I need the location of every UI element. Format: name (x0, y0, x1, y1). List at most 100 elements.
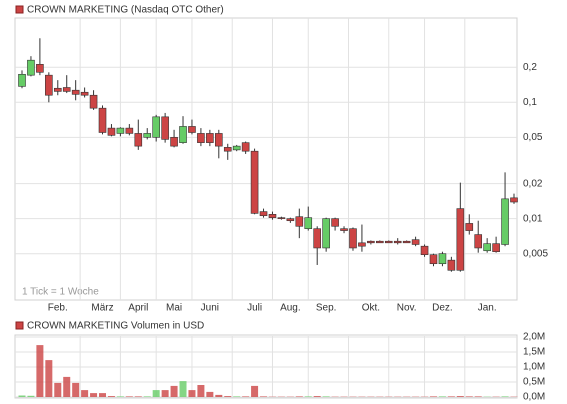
candle-body (80, 91, 89, 96)
candle-body (313, 228, 322, 249)
volume-bar (224, 396, 232, 397)
candle-body (179, 126, 187, 143)
volume-bar (474, 396, 482, 397)
x-tick-label: Juli (247, 303, 262, 314)
candle-body (510, 197, 518, 203)
volume-bar (215, 394, 223, 397)
volume-bar (134, 396, 142, 397)
volume-bar (161, 390, 169, 397)
candle-body (492, 243, 500, 253)
volume-bar (27, 395, 35, 397)
volume-bar (447, 396, 455, 397)
y-tick-label: 0,2 (523, 62, 537, 73)
x-tick-label: Okt. (362, 303, 380, 314)
candle-body (322, 218, 330, 249)
volume-bar (81, 390, 89, 397)
volume-bar (45, 360, 53, 397)
candle-body (393, 240, 402, 244)
candle-body (152, 116, 160, 138)
candle-body (215, 133, 223, 147)
candle-body (474, 234, 483, 249)
candle-body (18, 73, 26, 87)
volume-bar (429, 396, 437, 397)
candle-body (340, 228, 348, 231)
x-tick-label: März (91, 303, 113, 314)
volume-bar (206, 391, 214, 397)
candle-body (134, 133, 143, 147)
candle-body (125, 127, 134, 134)
chart-title: CROWN MARKETING (Nasdaq OTC Other) (27, 5, 224, 16)
candle-body (411, 239, 420, 245)
candle-body (232, 145, 241, 151)
volume-bar (465, 396, 473, 397)
volume-bar (72, 382, 80, 397)
candle-body (402, 240, 411, 244)
candle-body (259, 211, 268, 217)
candle-body (197, 133, 205, 143)
volume-bar (36, 345, 44, 397)
volume-title-icon (15, 321, 24, 330)
annotation: 1 Tick = 1 Woche (22, 287, 99, 298)
candle-body (241, 142, 250, 152)
candle-body (331, 218, 339, 227)
candle-body (188, 126, 196, 133)
candle-body (456, 208, 465, 271)
candle-body (223, 147, 232, 152)
candle-body (71, 89, 80, 95)
x-tick-label: Feb. (48, 303, 68, 314)
candle-body (376, 240, 384, 244)
volume-bar (233, 396, 241, 397)
volume-bar (18, 395, 26, 397)
y-tick-label: 0,01 (523, 213, 543, 224)
volume-title: CROWN MARKETING Volumen in USD (27, 321, 204, 332)
candle-body (438, 253, 447, 265)
candle-body (53, 87, 62, 92)
candle-body (98, 107, 107, 133)
volume-bar (116, 396, 124, 397)
title-icon (15, 5, 24, 14)
volume-bar (438, 396, 446, 397)
volume-bar (170, 385, 178, 397)
volume-bar (501, 396, 509, 397)
candle-body (420, 245, 429, 256)
y-tick-label: 0,05 (523, 132, 543, 143)
candle-body (358, 242, 366, 247)
y-tick-label: 1,0M (523, 362, 545, 373)
y-tick-label: 0,0M (523, 392, 545, 403)
volume-bar (322, 396, 330, 397)
x-tick-label: Sep. (316, 303, 337, 314)
volume-bar (179, 381, 187, 397)
candle-body (161, 116, 169, 140)
volume-bar (260, 396, 268, 397)
plot-frame (14, 17, 518, 301)
candle-body (170, 137, 178, 147)
candle-body (304, 217, 313, 229)
volume-bar (152, 390, 160, 397)
y-tick-label: 1,5M (523, 347, 545, 358)
candle-body (27, 59, 35, 76)
candle-body (286, 218, 295, 222)
volume-bar (90, 393, 98, 397)
candle-body (268, 214, 277, 218)
volume-bar (143, 396, 151, 397)
volume-bar (107, 396, 115, 397)
x-tick-label: Aug. (280, 303, 301, 314)
candle-body (45, 74, 53, 96)
x-tick-label: Nov. (397, 303, 417, 314)
volume-bar (456, 396, 464, 397)
candle-body (384, 240, 393, 244)
candle-body (62, 87, 71, 92)
y-tick-label: 0,02 (523, 178, 543, 189)
candle-body (295, 216, 304, 227)
x-tick-label: Dez. (432, 303, 453, 314)
candle-body (143, 133, 152, 138)
volume-bar (99, 393, 107, 397)
candle-body (116, 127, 125, 134)
volume-bar (304, 396, 312, 397)
candle-body (429, 254, 438, 265)
y-tick-label: 0,005 (523, 248, 548, 259)
candle-body (250, 150, 259, 214)
volume-bar (63, 376, 71, 397)
candle-body (107, 127, 116, 136)
